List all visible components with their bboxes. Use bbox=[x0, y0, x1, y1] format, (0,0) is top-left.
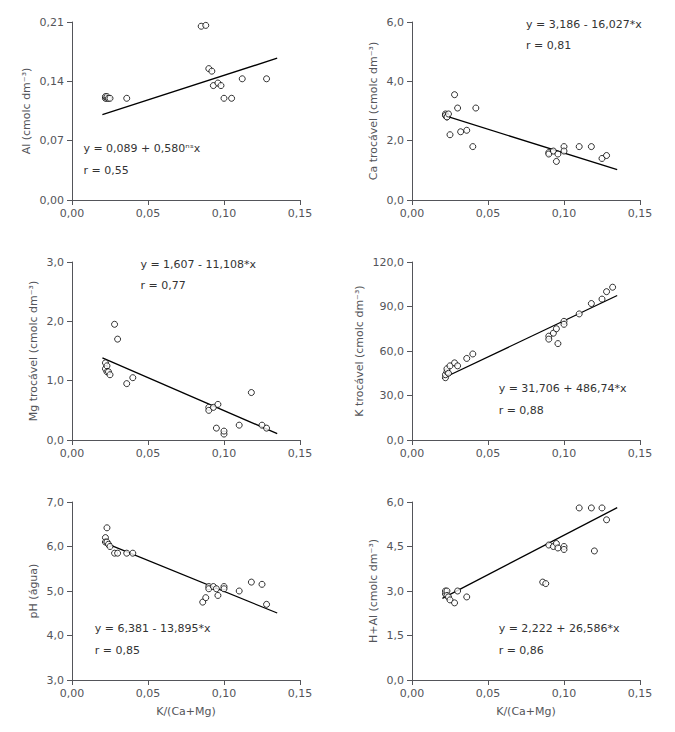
svg-text:0,00: 0,00 bbox=[60, 447, 85, 460]
svg-text:3,0: 3,0 bbox=[387, 585, 405, 598]
svg-text:0,05: 0,05 bbox=[136, 447, 161, 460]
svg-text:y = 6,381 - 13,895*x: y = 6,381 - 13,895*x bbox=[95, 622, 211, 635]
svg-text:0,05: 0,05 bbox=[136, 687, 161, 700]
svg-text:0,10: 0,10 bbox=[552, 447, 577, 460]
svg-text:0,14: 0,14 bbox=[40, 75, 65, 88]
svg-text:0,07: 0,07 bbox=[40, 134, 65, 147]
svg-text:3,0: 3,0 bbox=[47, 256, 65, 269]
svg-text:K trocável (cmolc dm⁻³): K trocável (cmolc dm⁻³) bbox=[353, 285, 366, 416]
svg-text:0,0: 0,0 bbox=[387, 434, 405, 447]
svg-text:Ca trocável (cmolc dm⁻³): Ca trocável (cmolc dm⁻³) bbox=[367, 42, 380, 180]
svg-text:2,0: 2,0 bbox=[47, 315, 65, 328]
svg-text:0,00: 0,00 bbox=[60, 207, 85, 220]
svg-text:0,15: 0,15 bbox=[628, 687, 653, 700]
svg-text:0,10: 0,10 bbox=[212, 207, 237, 220]
svg-text:r = 0,81: r = 0,81 bbox=[526, 39, 571, 52]
svg-text:60,0: 60,0 bbox=[380, 345, 405, 358]
svg-text:y = 31,706 + 486,74*x: y = 31,706 + 486,74*x bbox=[499, 382, 627, 395]
svg-text:r = 0,55: r = 0,55 bbox=[83, 164, 128, 177]
svg-text:0,00: 0,00 bbox=[40, 194, 65, 207]
svg-text:90,0: 90,0 bbox=[380, 300, 405, 313]
svg-text:6,0: 6,0 bbox=[387, 16, 405, 29]
svg-text:0,10: 0,10 bbox=[552, 207, 577, 220]
svg-text:0,00: 0,00 bbox=[400, 447, 425, 460]
svg-text:y = 3,186 - 16,027*x: y = 3,186 - 16,027*x bbox=[526, 18, 642, 31]
svg-text:0,05: 0,05 bbox=[476, 447, 501, 460]
svg-text:3,0: 3,0 bbox=[47, 674, 65, 687]
svg-text:120,0: 120,0 bbox=[373, 256, 405, 269]
svg-text:0,15: 0,15 bbox=[628, 207, 653, 220]
svg-text:2,0: 2,0 bbox=[387, 134, 405, 147]
svg-text:4,5: 4,5 bbox=[387, 540, 405, 553]
svg-text:1,5: 1,5 bbox=[387, 629, 405, 642]
svg-text:y = 1,607 - 11,108*x: y = 1,607 - 11,108*x bbox=[140, 258, 256, 271]
svg-text:H+Al (cmolc dm⁻³): H+Al (cmolc dm⁻³) bbox=[367, 539, 380, 643]
svg-text:1,0: 1,0 bbox=[47, 374, 65, 387]
svg-text:r = 0,85: r = 0,85 bbox=[95, 644, 140, 657]
svg-text:Mg trocável (cmolc dm⁻³): Mg trocável (cmolc dm⁻³) bbox=[27, 281, 40, 422]
svg-text:6,0: 6,0 bbox=[47, 540, 65, 553]
svg-text:0,10: 0,10 bbox=[212, 447, 237, 460]
svg-text:y = 0,089 + 0,580ⁿˢx: y = 0,089 + 0,580ⁿˢx bbox=[83, 142, 200, 155]
svg-text:0,21: 0,21 bbox=[40, 16, 65, 29]
svg-text:4,0: 4,0 bbox=[47, 629, 65, 642]
svg-text:30,0: 30,0 bbox=[380, 389, 405, 402]
svg-text:0,00: 0,00 bbox=[60, 687, 85, 700]
svg-text:Al (cmolc dm⁻³): Al (cmolc dm⁻³) bbox=[20, 68, 33, 155]
svg-text:K/(Ca+Mg): K/(Ca+Mg) bbox=[496, 705, 556, 718]
svg-text:0,15: 0,15 bbox=[288, 687, 313, 700]
svg-text:7,0: 7,0 bbox=[47, 496, 65, 509]
svg-text:5,0: 5,0 bbox=[47, 585, 65, 598]
svg-text:r = 0,77: r = 0,77 bbox=[140, 279, 185, 292]
svg-text:r = 0,88: r = 0,88 bbox=[499, 404, 544, 417]
svg-text:0,0: 0,0 bbox=[387, 674, 405, 687]
svg-text:0,00: 0,00 bbox=[400, 207, 425, 220]
svg-text:r = 0,86: r = 0,86 bbox=[499, 644, 544, 657]
svg-text:0,10: 0,10 bbox=[552, 687, 577, 700]
svg-text:0,15: 0,15 bbox=[628, 447, 653, 460]
svg-text:0,15: 0,15 bbox=[288, 447, 313, 460]
svg-text:4,0: 4,0 bbox=[387, 75, 405, 88]
svg-text:K/(Ca+Mg): K/(Ca+Mg) bbox=[156, 705, 216, 718]
svg-text:0,05: 0,05 bbox=[476, 207, 501, 220]
svg-text:0,10: 0,10 bbox=[212, 687, 237, 700]
svg-text:0,15: 0,15 bbox=[288, 207, 313, 220]
svg-text:0,05: 0,05 bbox=[476, 687, 501, 700]
svg-text:0,05: 0,05 bbox=[136, 207, 161, 220]
svg-text:y = 2,222 + 26,586*x: y = 2,222 + 26,586*x bbox=[499, 622, 620, 635]
svg-text:0,0: 0,0 bbox=[387, 194, 405, 207]
svg-text:6,0: 6,0 bbox=[387, 496, 405, 509]
svg-text:pH (água): pH (água) bbox=[27, 564, 40, 619]
svg-text:0,0: 0,0 bbox=[47, 434, 65, 447]
svg-text:0,00: 0,00 bbox=[400, 687, 425, 700]
